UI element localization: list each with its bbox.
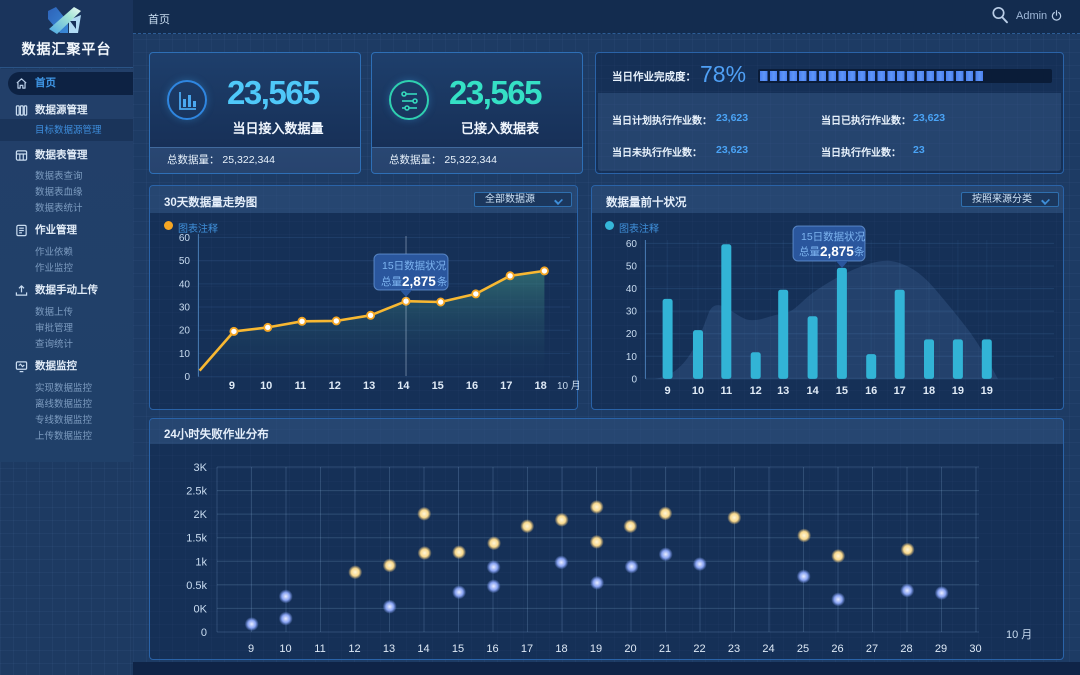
svg-text:40: 40 — [626, 284, 638, 295]
svg-text:13: 13 — [363, 380, 375, 392]
svg-text:0: 0 — [631, 374, 637, 385]
svg-text:50: 50 — [626, 262, 638, 273]
svg-text:22: 22 — [693, 643, 705, 655]
svg-text:0K: 0K — [194, 603, 208, 615]
svg-text:17: 17 — [521, 643, 533, 655]
svg-text:60: 60 — [179, 233, 191, 244]
svg-text:16: 16 — [486, 643, 498, 655]
svg-text:2.5k: 2.5k — [186, 486, 207, 498]
svg-text:1.5k: 1.5k — [186, 533, 207, 545]
svg-text:13: 13 — [383, 643, 395, 655]
svg-text:总量: 总量 — [381, 275, 402, 288]
svg-text:50: 50 — [179, 256, 191, 267]
svg-text:条: 条 — [854, 245, 865, 258]
svg-text:11: 11 — [720, 385, 732, 397]
svg-text:14: 14 — [417, 643, 429, 655]
svg-text:10: 10 — [692, 385, 704, 397]
svg-text:2,875: 2,875 — [402, 274, 436, 289]
svg-text:23: 23 — [728, 643, 740, 655]
svg-text:10: 10 — [279, 643, 291, 655]
svg-text:30: 30 — [626, 307, 638, 318]
svg-text:9: 9 — [229, 380, 235, 392]
svg-text:0: 0 — [184, 372, 190, 383]
svg-text:1k: 1k — [195, 556, 207, 568]
svg-text:60: 60 — [626, 239, 638, 250]
svg-text:17: 17 — [500, 380, 512, 392]
svg-text:15: 15 — [836, 385, 848, 397]
svg-text:10: 10 — [179, 349, 191, 360]
svg-text:27: 27 — [866, 643, 878, 655]
svg-text:2K: 2K — [194, 509, 208, 521]
svg-text:15日数据状况: 15日数据状况 — [801, 230, 866, 243]
svg-text:18: 18 — [534, 380, 546, 392]
svg-text:10: 10 — [260, 380, 272, 392]
svg-text:15: 15 — [452, 643, 464, 655]
svg-text:28: 28 — [900, 643, 912, 655]
svg-text:20: 20 — [179, 326, 191, 337]
svg-text:30: 30 — [179, 303, 191, 314]
svg-text:14: 14 — [397, 380, 410, 392]
svg-text:9: 9 — [665, 385, 671, 397]
svg-text:12: 12 — [750, 385, 762, 397]
svg-text:14: 14 — [806, 385, 819, 397]
svg-text:条: 条 — [437, 275, 448, 288]
svg-text:25: 25 — [797, 643, 809, 655]
svg-text:0.5k: 0.5k — [186, 580, 207, 592]
svg-text:19: 19 — [590, 643, 602, 655]
svg-text:30: 30 — [969, 643, 981, 655]
svg-text:26: 26 — [831, 643, 843, 655]
svg-text:15: 15 — [432, 380, 444, 392]
svg-text:18: 18 — [555, 643, 567, 655]
svg-text:20: 20 — [626, 329, 638, 340]
svg-text:12: 12 — [329, 380, 341, 392]
svg-text:18: 18 — [923, 385, 935, 397]
svg-text:29: 29 — [935, 643, 947, 655]
svg-text:9: 9 — [248, 643, 254, 655]
svg-text:10 月: 10 月 — [1006, 629, 1032, 641]
svg-text:0: 0 — [201, 627, 207, 639]
svg-text:15日数据状况: 15日数据状况 — [382, 259, 447, 272]
svg-text:19: 19 — [981, 385, 993, 397]
svg-text:40: 40 — [179, 279, 191, 290]
svg-text:总量: 总量 — [799, 245, 820, 258]
svg-text:10: 10 — [626, 352, 638, 363]
svg-text:12: 12 — [348, 643, 360, 655]
svg-text:13: 13 — [777, 385, 789, 397]
svg-text:10 月: 10 月 — [557, 380, 579, 392]
svg-text:11: 11 — [314, 643, 325, 655]
svg-text:16: 16 — [466, 380, 478, 392]
svg-text:21: 21 — [659, 643, 671, 655]
svg-text:3K: 3K — [194, 462, 208, 474]
svg-text:11: 11 — [295, 380, 307, 392]
svg-text:2,875: 2,875 — [820, 244, 854, 259]
svg-text:24: 24 — [762, 643, 774, 655]
svg-text:20: 20 — [624, 643, 636, 655]
svg-text:16: 16 — [865, 385, 877, 397]
svg-text:19: 19 — [952, 385, 964, 397]
svg-text:17: 17 — [894, 385, 906, 397]
